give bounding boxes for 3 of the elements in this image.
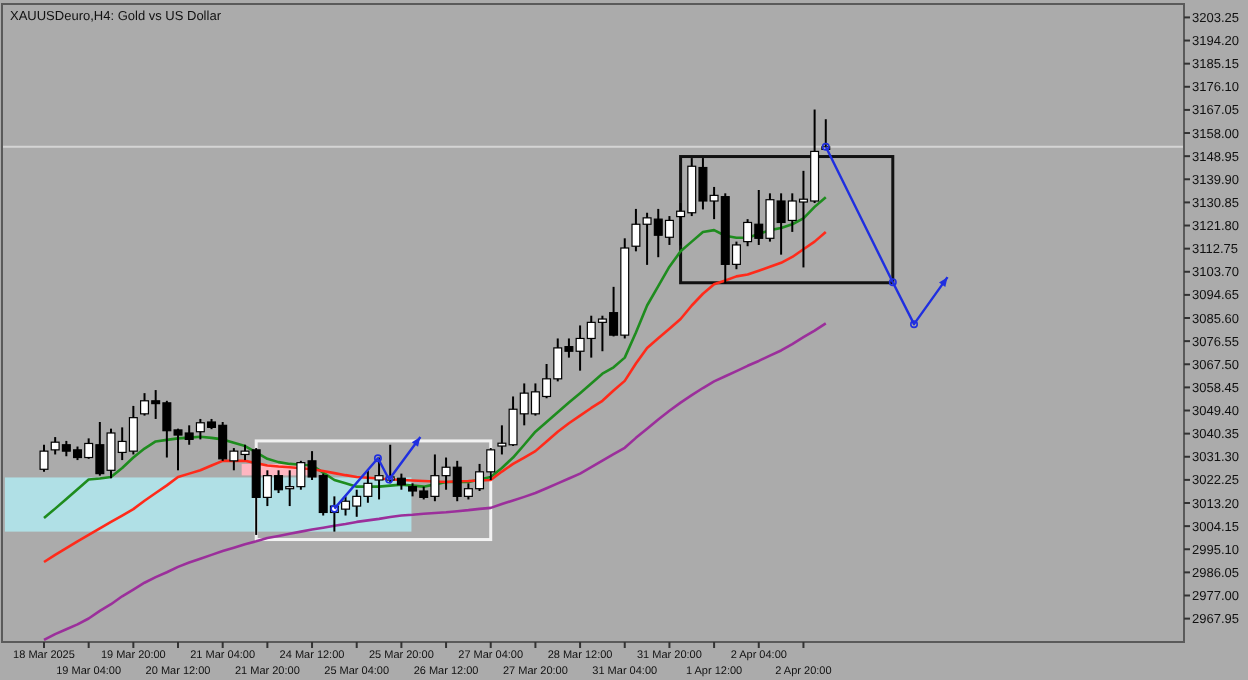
line-series: [42, 195, 828, 520]
line-series: [42, 322, 828, 642]
line-series: [42, 230, 828, 564]
